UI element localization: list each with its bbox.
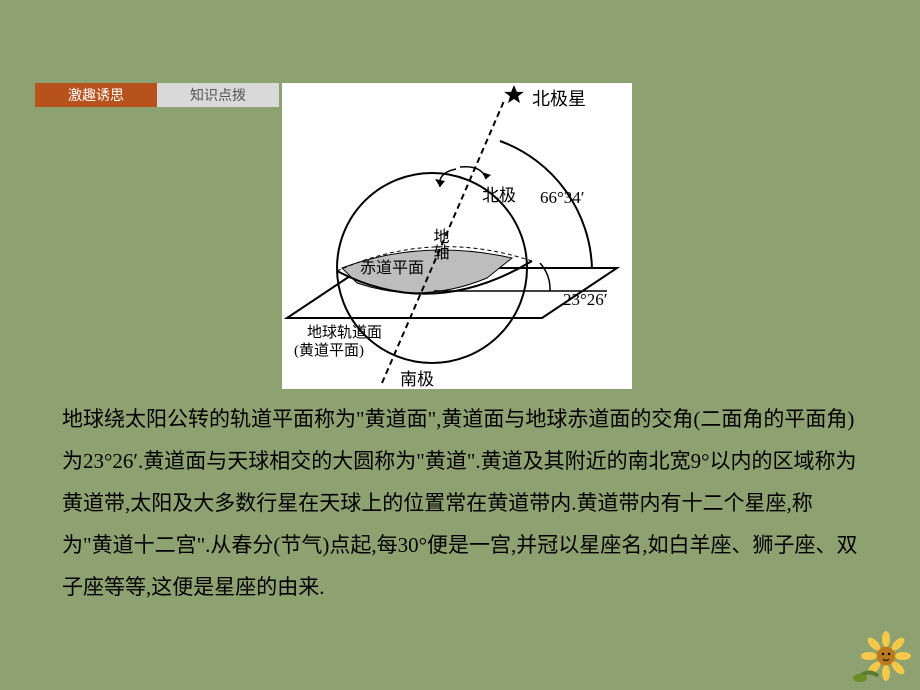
label-northpole: 北极 (482, 186, 516, 205)
label-orbit: 地球轨道面 (307, 324, 382, 341)
label-equator: 赤道平面 (360, 259, 424, 277)
label-angle-top: 66°34′ (540, 188, 585, 207)
label-southpole: 南极 (400, 370, 434, 389)
tab-active[interactable]: 激趣诱思 (35, 83, 157, 107)
ecliptic-diagram: 北极星 北极 地轴 赤道平面 地球轨道面 (黄道平面) 南极 66°34′ 23… (282, 83, 632, 389)
body-paragraph: 地球绕太阳公转的轨道平面称为"黄道面",黄道面与地球赤道面的交角(二面角的平面角… (62, 398, 858, 608)
label-axis: 地轴 (431, 228, 450, 260)
label-angle-side: 23°26′ (563, 290, 608, 309)
tab-bar: 激趣诱思 知识点拨 (35, 83, 279, 107)
tab-inactive[interactable]: 知识点拨 (157, 83, 279, 107)
label-polaris: 北极星 (532, 89, 586, 109)
sunflower-icon (848, 628, 918, 688)
diagram-svg: 北极星 北极 地轴 赤道平面 地球轨道面 (黄道平面) 南极 66°34′ 23… (282, 83, 632, 389)
label-ecliptic: (黄道平面) (294, 342, 364, 359)
